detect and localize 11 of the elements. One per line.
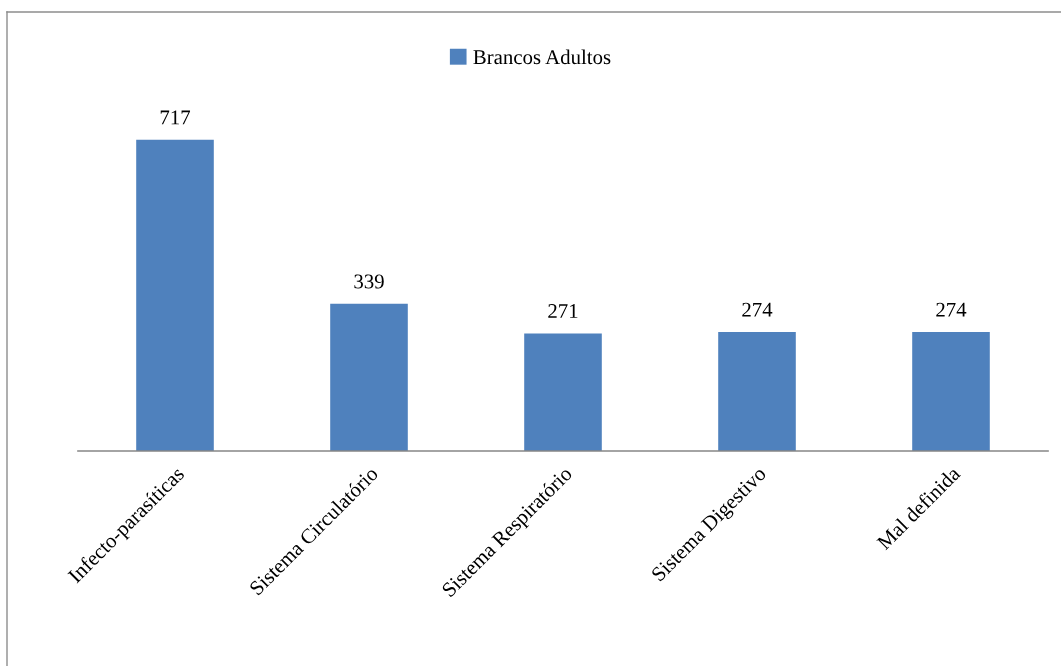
data-label: 274	[936, 302, 967, 317]
data-label: 717	[160, 110, 191, 125]
bar	[524, 333, 602, 451]
bar	[330, 303, 408, 451]
data-label: 339	[354, 274, 384, 289]
bar	[912, 332, 990, 451]
bar	[718, 332, 796, 451]
data-label: 271	[548, 304, 578, 318]
legend-label: Brancos Adultos	[473, 49, 611, 65]
bar	[136, 139, 214, 451]
data-label: 274	[742, 302, 773, 317]
